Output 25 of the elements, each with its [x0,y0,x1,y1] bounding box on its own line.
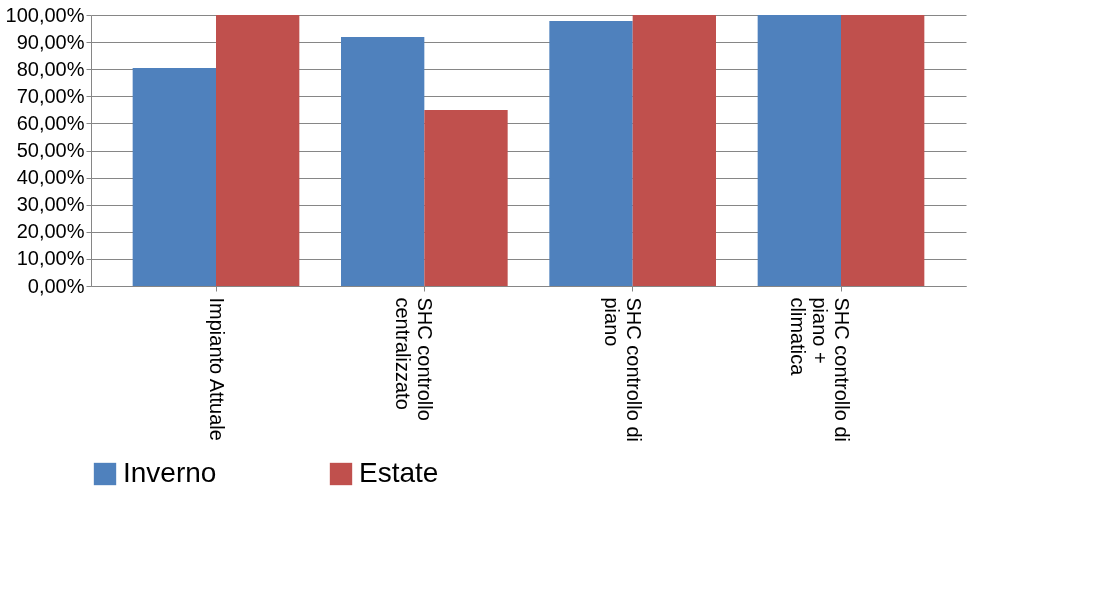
legend-label: Inverno [123,457,217,488]
bar [341,36,425,286]
y-tick-label: 40,00% [16,166,85,189]
y-tick-label: 0,00% [27,274,85,297]
y-tick-label: 60,00% [16,111,85,134]
bar [132,68,216,286]
bar [841,15,925,286]
bar [549,20,633,286]
y-tick-label: 30,00% [16,193,85,216]
y-tick-label: 100,00% [5,3,85,26]
y-tick-label: 90,00% [16,30,85,53]
x-tick-label: SHC controllo di piano + climatica [787,297,853,443]
x-tick-label: Impianto Attuale [206,297,228,441]
bar [216,15,300,286]
legend-label: Estate [359,457,439,488]
y-tick-label: 20,00% [16,220,85,243]
y-tick-label: 80,00% [16,57,85,80]
y-tick-label: 50,00% [16,139,85,161]
bar [757,15,841,286]
x-tick-label: SHC controllo di piano [600,297,645,443]
bar [424,110,508,286]
y-tick-label: 10,00% [16,247,85,270]
x-tick-label: SHC controllo centralizzato [392,297,437,421]
bar [632,15,716,286]
y-tick-label: 70,00% [16,84,85,107]
